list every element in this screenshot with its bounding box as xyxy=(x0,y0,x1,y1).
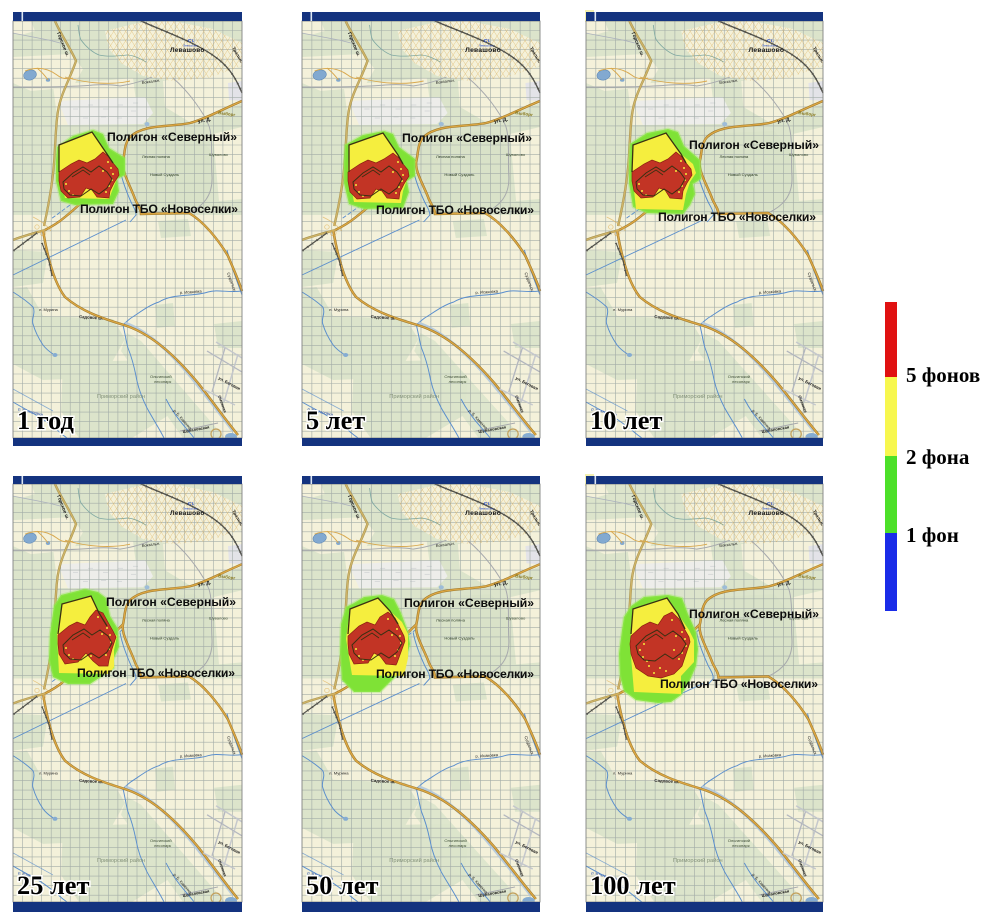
svg-text:100 лет: 100 лет xyxy=(590,870,676,900)
svg-text:5 фонов: 5 фонов xyxy=(906,363,980,387)
svg-text:Полигон ТБО «Новоселки»: Полигон ТБО «Новоселки» xyxy=(77,666,235,680)
svg-text:25 лет: 25 лет xyxy=(17,870,90,900)
svg-text:Полигон ТБО «Новоселки»: Полигон ТБО «Новоселки» xyxy=(376,667,534,681)
svg-text:Полигон «Северный»: Полигон «Северный» xyxy=(404,596,534,610)
svg-text:Полигон ТБО «Новоселки»: Полигон ТБО «Новоселки» xyxy=(376,203,534,217)
svg-text:Полигон «Северный»: Полигон «Северный» xyxy=(689,607,819,621)
svg-text:10 лет: 10 лет xyxy=(590,405,663,435)
svg-text:Полигон «Северный»: Полигон «Северный» xyxy=(107,130,237,144)
svg-text:50 лет: 50 лет xyxy=(306,870,379,900)
svg-text:Полигон ТБО «Новоселки»: Полигон ТБО «Новоселки» xyxy=(80,202,238,216)
svg-text:2 фона: 2 фона xyxy=(906,445,970,469)
svg-text:1 год: 1 год xyxy=(17,405,75,435)
svg-text:Полигон ТБО «Новоселки»: Полигон ТБО «Новоселки» xyxy=(660,677,818,691)
svg-text:Полигон «Северный»: Полигон «Северный» xyxy=(689,138,819,152)
svg-text:Полигон ТБО «Новоселки»: Полигон ТБО «Новоселки» xyxy=(658,210,816,224)
svg-text:5 лет: 5 лет xyxy=(306,405,365,435)
svg-text:Полигон «Северный»: Полигон «Северный» xyxy=(402,131,532,145)
svg-text:Полигон «Северный»: Полигон «Северный» xyxy=(106,595,236,609)
svg-text:1 фон: 1 фон xyxy=(906,523,959,547)
